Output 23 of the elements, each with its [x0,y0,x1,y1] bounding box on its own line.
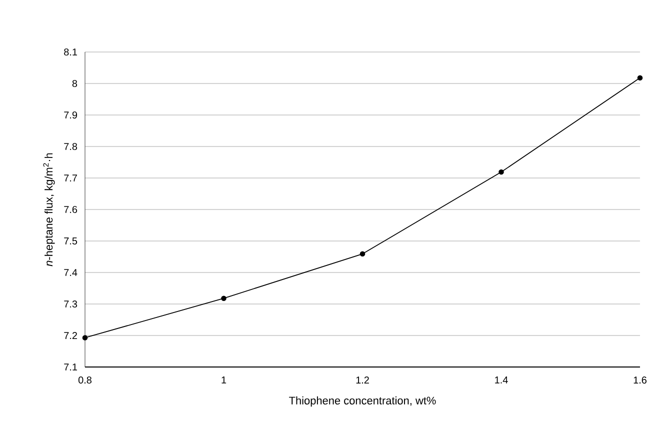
y-tick-label: 8 [72,80,78,88]
y-tick-label: 7.9 [64,111,78,119]
y-tick-label: 7.7 [64,174,77,182]
x-tick-label: 1.2 [356,376,369,384]
y-tick-label: 7.1 [64,364,77,370]
x-tick-label: 0.8 [78,376,92,384]
point [498,169,504,175]
point [360,251,366,257]
y-tick-label: 7.8 [64,142,78,150]
point [221,296,226,301]
point [82,335,88,340]
x-axis-title: Thiophene concentration, wt% [289,396,436,407]
x-tick-label: 1.6 [634,376,646,384]
y-tick-label: 7.5 [64,238,78,244]
y-tick-label: 7.3 [64,300,78,308]
y-tick-label: 7.2 [64,332,77,339]
point [637,75,643,80]
x-tick-label: 1 [222,376,226,384]
y-tick-label: 7.4 [64,269,78,276]
y-tick-label: 7.6 [64,206,78,214]
y-axis-title: n-heptane flux, kg/m$^{2}$·h [43,153,55,266]
y-tick-label: 8.1 [64,48,77,56]
x-tick-label: 1.4 [495,376,508,384]
